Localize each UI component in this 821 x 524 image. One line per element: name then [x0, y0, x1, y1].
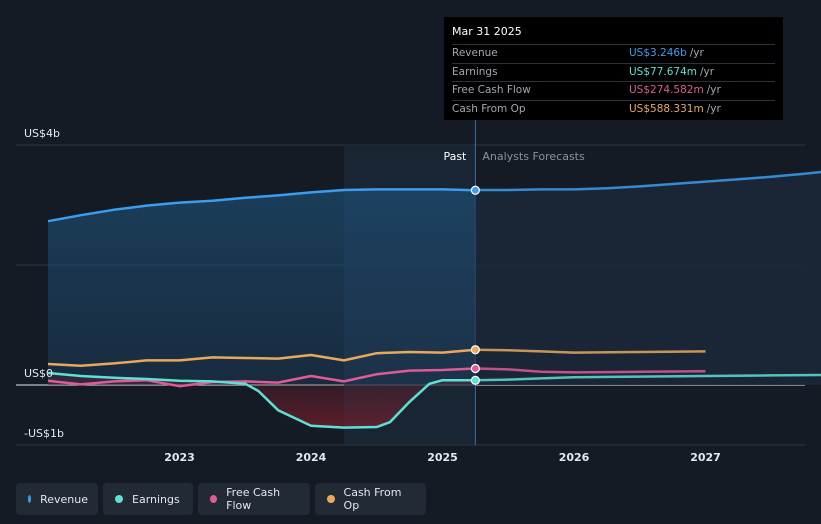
legend-label: Cash From Op	[343, 486, 402, 512]
x-tick-label: 2026	[559, 451, 590, 464]
revenue-forecast-area	[475, 171, 821, 385]
tooltip-panel: Mar 31 2025 Revenue US$3.246b /yr Earnin…	[444, 17, 783, 120]
tooltip-value: US$77.674m	[629, 65, 697, 78]
legend-dot-icon	[210, 495, 218, 503]
legend-item-cash-from-op[interactable]: Cash From Op	[315, 483, 426, 515]
revenue-forecast-line	[475, 170, 821, 192]
legend-label: Earnings	[132, 492, 180, 506]
tooltip-row-revenue: Revenue US$3.246b /yr	[452, 44, 775, 63]
legend-dot-icon	[327, 495, 335, 503]
tooltip-label: Free Cash Flow	[452, 84, 531, 96]
earnings-forecast-line	[475, 373, 821, 382]
legend-dot-icon	[115, 495, 123, 503]
tooltip-label: Revenue	[452, 47, 498, 59]
free-cash-flow-forecast-line	[475, 367, 706, 374]
forecast-label: Analysts Forecasts	[482, 150, 585, 163]
tooltip-label: Earnings	[452, 65, 498, 78]
tooltip-unit: /yr	[700, 65, 715, 78]
x-tick-label: 2027	[690, 451, 721, 464]
tooltip-value: US$3.246b	[629, 47, 687, 59]
axis-layer: US$4b US$0 -US$1b 2023 2024 2025 2026 2027 Past A…	[24, 127, 721, 464]
y-tick-label: US$4b	[24, 127, 60, 140]
y-tick-label: -US$1b	[24, 427, 64, 440]
free-cash-flow-marker	[470, 363, 480, 374]
x-tick-label: 2024	[296, 451, 327, 464]
legend-label: Revenue	[40, 492, 88, 506]
series-layer	[47, 170, 821, 429]
cash-from-op-line	[47, 348, 476, 368]
legend-label: Free Cash Flow	[226, 486, 281, 512]
x-tick-label: 2023	[164, 451, 195, 464]
tooltip-row-cash-from-op: Cash From Op US$588.331m /yr	[452, 99, 775, 119]
tooltip-label: Cash From Op	[452, 102, 526, 115]
earnings-marker	[470, 375, 480, 385]
tooltip-value: US$274.582m	[629, 84, 704, 96]
tooltip-unit: /yr	[706, 84, 721, 96]
revenue-line	[47, 188, 476, 223]
tooltip-row-earnings: Earnings US$77.674m /yr	[452, 62, 775, 82]
earnings-line	[47, 371, 476, 429]
legend-dot-icon	[28, 495, 32, 503]
earnings-area	[48, 373, 476, 428]
revenue-marker	[470, 185, 480, 195]
cash-from-op-forecast-line	[475, 348, 706, 354]
x-tick-label: 2025	[427, 451, 458, 464]
legend-item-earnings[interactable]: Earnings	[103, 483, 193, 515]
chart-svg: US$4b US$0 -US$1b 2023 2024 2025 2026 2027 Past A…	[16, 120, 821, 464]
tooltip-value: US$588.331m	[629, 102, 704, 115]
cash-from-op-marker	[470, 345, 480, 355]
tooltip-date: Mar 31 2025	[452, 25, 522, 38]
chart-legend: Revenue Earnings Free Cash Flow Cash Fro…	[16, 483, 426, 515]
y-tick-label: US$0	[24, 367, 53, 380]
free-cash-flow-line	[47, 367, 476, 388]
past-label: Past	[443, 150, 467, 163]
tooltip-row-free-cash-flow: Free Cash Flow US$274.582m /yr	[452, 81, 775, 100]
legend-item-revenue[interactable]: Revenue	[16, 483, 98, 515]
tooltip-unit: /yr	[689, 47, 704, 59]
legend-item-free-cash-flow[interactable]: Free Cash Flow	[198, 483, 310, 515]
tooltip-unit: /yr	[706, 102, 721, 115]
revenue-area	[48, 189, 476, 385]
